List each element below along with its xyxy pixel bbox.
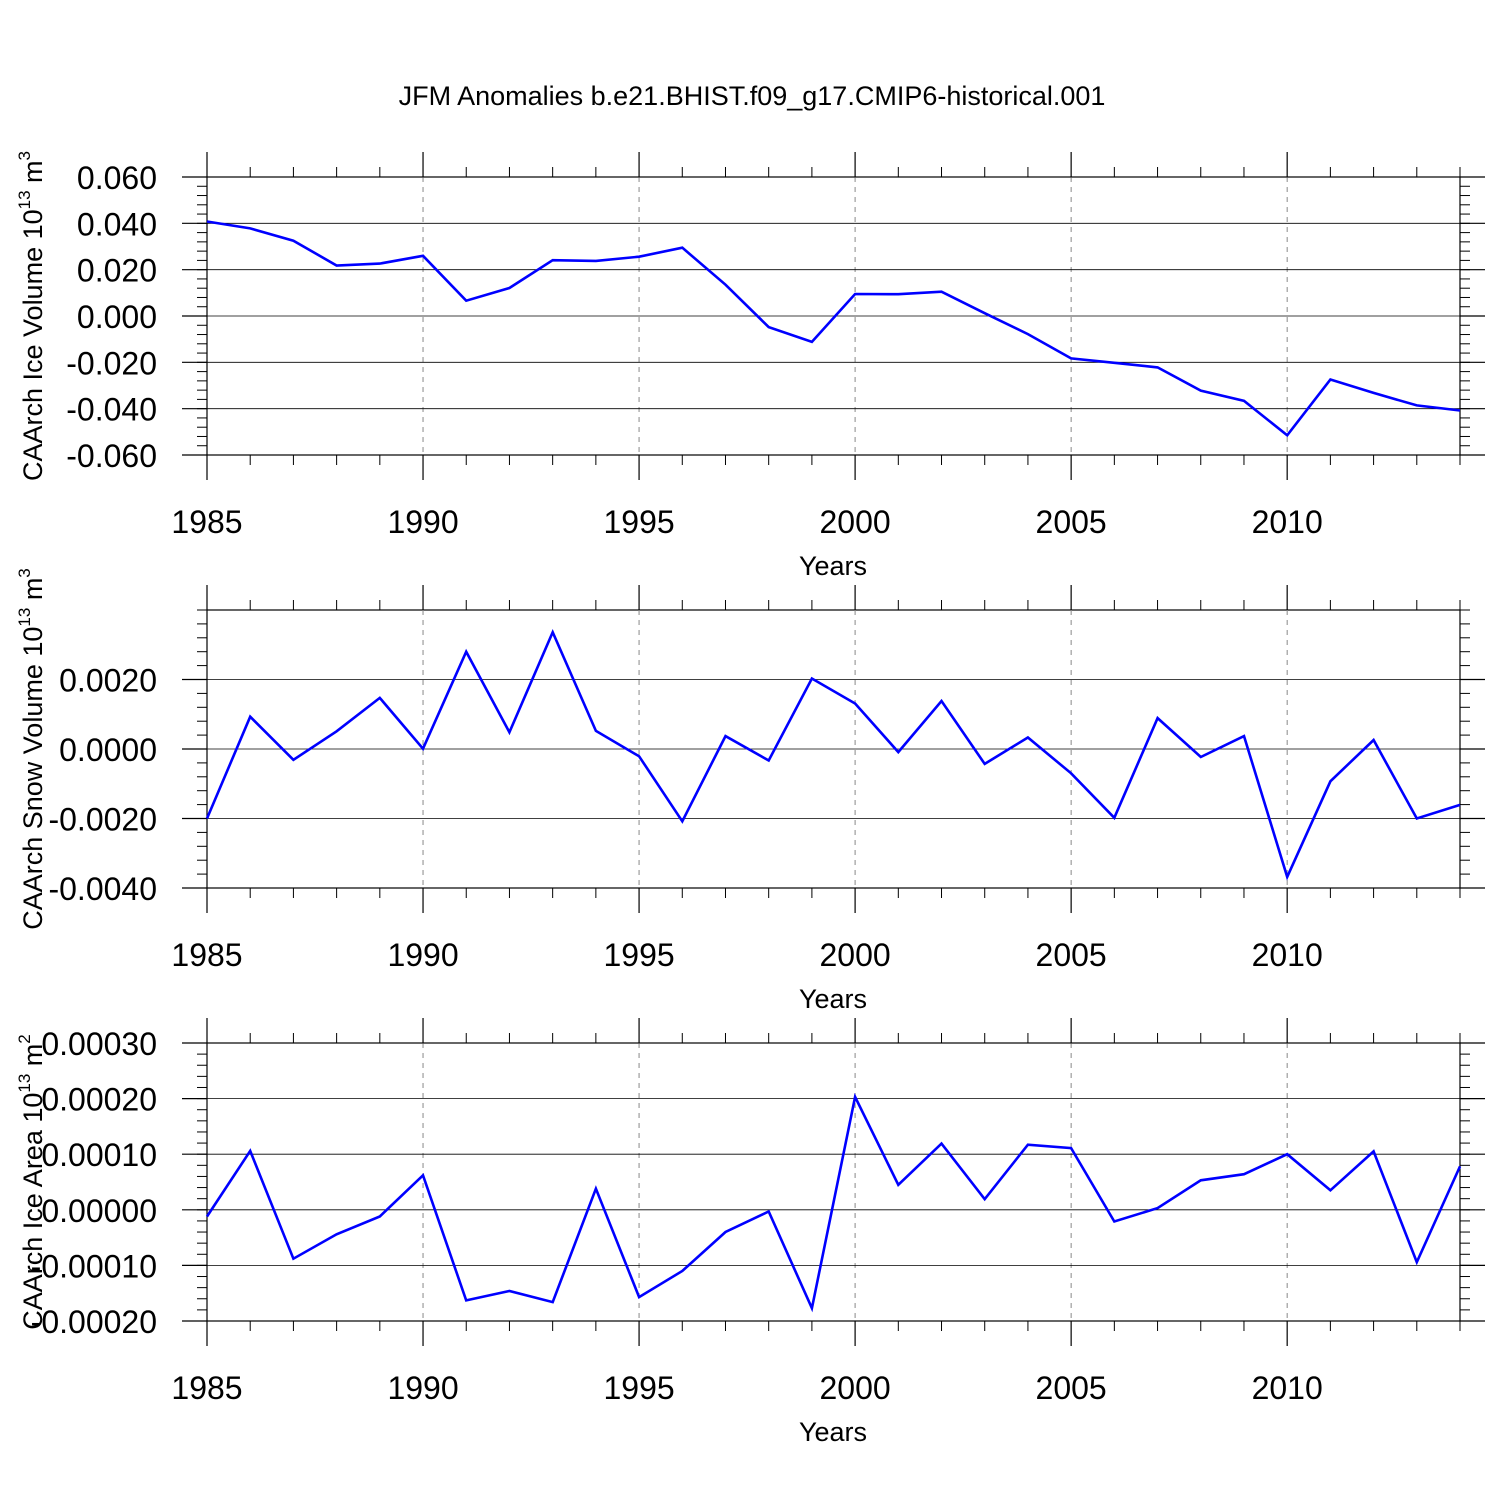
panel-snow-volume: 1985 1990 1995 2000 2005 2010 Years -0.0040 -0.0… (15, 568, 1485, 1014)
y-tick-label: 0.0000 (59, 732, 157, 768)
x-tick-label: 2005 (1036, 1370, 1107, 1406)
x-axis-label: Years (799, 984, 867, 1014)
y-tick-label: -0.040 (66, 392, 157, 428)
x-tick-label: 2000 (820, 504, 891, 540)
series-line (206, 220, 1461, 438)
series-line (205, 628, 1461, 881)
y-axis-label-part: CAArch Ice Area 10 (18, 1093, 48, 1330)
x-tick-label: 2005 (1036, 504, 1107, 540)
y-axis-label-part: m (18, 160, 48, 190)
x-tick-label: 2010 (1252, 937, 1323, 973)
y-tick-label: 0.00020 (41, 1082, 157, 1118)
y-axis-label-part: m (18, 578, 48, 608)
y-tick-label: -0.0020 (48, 802, 157, 838)
y-tick-label: -0.0040 (48, 871, 157, 907)
x-tick-label: 2005 (1036, 937, 1107, 973)
x-tick-label: 1990 (387, 937, 458, 973)
y-tick-label: -0.00010 (31, 1248, 157, 1284)
x-tick-label: 2010 (1252, 1370, 1323, 1406)
panel-ice-volume: 1985 1990 1995 2000 2005 2010 Years -0.060 -0.04… (15, 151, 1485, 581)
y-axis-label-superscript: 13 (15, 1074, 34, 1093)
y-tick-label: 0.020 (77, 253, 157, 289)
y-tick-label: 0.060 (77, 160, 157, 196)
x-axis-label: Years (799, 551, 867, 581)
x-tick-label: 1985 (171, 937, 242, 973)
y-axis-label-superscript: 13 (15, 608, 34, 627)
x-tick-label: 1985 (171, 504, 242, 540)
chart-title: JFM Anomalies b.e21.BHIST.f09_g17.CMIP6-… (399, 81, 1106, 111)
y-axis-label-superscript: 3 (15, 568, 34, 577)
x-tick-label: 2000 (820, 937, 891, 973)
y-axis-label-superscript: 13 (15, 190, 34, 209)
x-tick-label: 2010 (1252, 504, 1323, 540)
x-tick-label: 1995 (603, 1370, 674, 1406)
y-tick-label: 0.0020 (59, 663, 157, 699)
y-axis-label-part: CAArch Ice Volume 10 (18, 209, 48, 481)
plot-frame (206, 1042, 1461, 1322)
x-axis-label: Years (799, 1417, 867, 1447)
y-axis-label-part: m (18, 1044, 48, 1074)
panel-ice-area: 1985 1990 1995 2000 2005 2010 Years -0.00020 -0.… (15, 1018, 1485, 1447)
y-axis-label: CAArch Ice Area 1013 m2 (15, 1034, 48, 1330)
x-tick-label: 2000 (820, 1370, 891, 1406)
y-axis-label: CAArch Snow Volume 1013 m3 (15, 568, 48, 930)
y-axis-label-superscript: 2 (15, 1034, 34, 1043)
y-tick-label: -0.020 (66, 345, 157, 381)
y-tick-label: -0.00020 (31, 1304, 157, 1340)
x-tick-label: 1985 (171, 1370, 242, 1406)
x-tick-label: 1990 (387, 504, 458, 540)
y-tick-label: 0.000 (77, 299, 157, 335)
y-tick-label: 0.00010 (41, 1137, 157, 1173)
y-tick-label: -0.060 (66, 438, 157, 474)
y-axis-label-part: CAArch Snow Volume 10 (18, 627, 48, 930)
y-axis-label-superscript: 3 (15, 151, 34, 160)
x-tick-label: 1995 (603, 937, 674, 973)
x-tick-label: 1990 (387, 1370, 458, 1406)
y-tick-label: 0.00030 (41, 1026, 157, 1062)
y-tick-label: 0.040 (77, 206, 157, 242)
y-axis-label: CAArch Ice Volume 1013 m3 (15, 151, 48, 481)
series-line (205, 1092, 1462, 1313)
x-tick-label: 1995 (603, 504, 674, 540)
y-tick-label: 0.00000 (41, 1193, 157, 1229)
